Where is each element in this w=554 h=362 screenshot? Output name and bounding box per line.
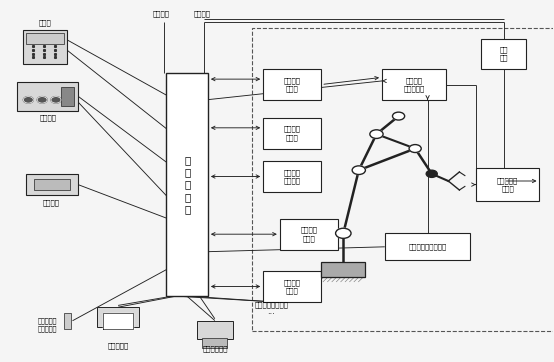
Bar (25, 33, 64, 44)
Circle shape (23, 97, 33, 103)
Circle shape (51, 97, 61, 103)
Bar (167, 73, 208, 296)
Text: 大臂伺服
控制器: 大臂伺服 控制器 (284, 126, 301, 140)
Bar (202, 337, 227, 348)
Text: 视觉系统接口: 视觉系统接口 (202, 346, 228, 352)
Circle shape (37, 97, 47, 103)
Bar (17, 82, 78, 111)
Text: 手腕旋转伺服控制器: 手腕旋转伺服控制器 (408, 244, 447, 250)
Text: 大臂伺服
控制器: 大臂伺服 控制器 (284, 77, 301, 92)
Text: 手腕回转
伺服控制器: 手腕回转 伺服控制器 (403, 77, 424, 92)
Text: 打印机接口: 打印机接口 (108, 342, 129, 349)
Text: 回转伺服
控制器: 回转伺服 控制器 (284, 279, 301, 294)
Bar (263, 161, 321, 192)
Text: 手腕伺服
控制器: 手腕伺服 控制器 (300, 227, 317, 241)
Text: 示教盒: 示教盒 (39, 19, 52, 26)
Bar (263, 118, 321, 148)
Bar (385, 233, 470, 260)
Bar (263, 271, 321, 302)
Text: 视觉
系统: 视觉 系统 (499, 47, 508, 61)
Circle shape (426, 170, 437, 177)
Polygon shape (103, 313, 134, 329)
Text: 辅助轴伺
服控制器: 辅助轴伺 服控制器 (284, 169, 301, 184)
Circle shape (336, 228, 351, 238)
Bar (25, 174, 78, 195)
Bar (34, 179, 70, 190)
Bar (98, 307, 139, 327)
Text: 磁盘存储: 磁盘存储 (43, 200, 60, 206)
Text: ...: ... (268, 307, 275, 316)
Bar (382, 69, 445, 100)
Bar (197, 321, 233, 338)
Circle shape (409, 144, 421, 152)
Bar (263, 69, 321, 100)
Text: 操作面板: 操作面板 (39, 114, 56, 121)
Circle shape (370, 130, 383, 138)
Circle shape (352, 166, 366, 174)
Bar (64, 313, 71, 329)
Bar (321, 262, 366, 277)
Text: 视觉和力觉
传感器: 视觉和力觉 传感器 (497, 177, 519, 192)
Text: 数字和模拟
量输入输出: 数字和模拟 量输入输出 (38, 318, 58, 332)
Circle shape (392, 112, 404, 120)
Text: 声音、图像等接口: 声音、图像等接口 (254, 301, 289, 308)
Text: 通信接口: 通信接口 (152, 10, 170, 17)
Bar (476, 168, 540, 201)
Text: 网络接口: 网络接口 (194, 10, 211, 17)
Bar (61, 87, 74, 106)
Bar (23, 30, 67, 64)
Bar (481, 39, 526, 69)
Bar (280, 219, 338, 249)
Bar (252, 28, 554, 331)
Text: 控
制
计
算
机: 控 制 计 算 机 (184, 155, 191, 214)
